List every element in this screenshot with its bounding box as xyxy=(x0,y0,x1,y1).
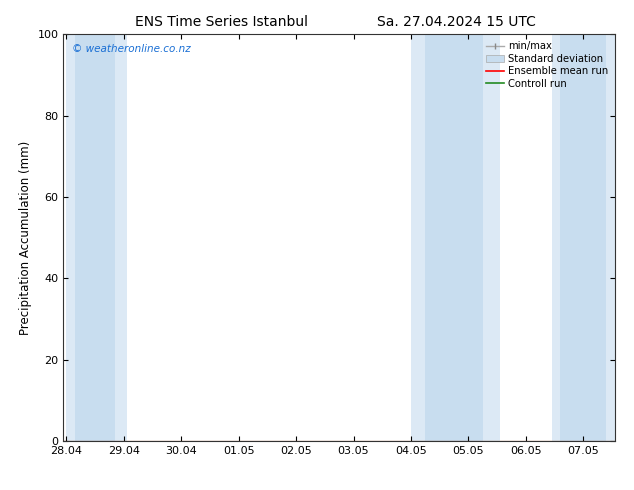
Y-axis label: Precipitation Accumulation (mm): Precipitation Accumulation (mm) xyxy=(19,141,32,335)
Bar xyxy=(425,34,483,441)
Text: Sa. 27.04.2024 15 UTC: Sa. 27.04.2024 15 UTC xyxy=(377,15,536,29)
Legend: min/max, Standard deviation, Ensemble mean run, Controll run: min/max, Standard deviation, Ensemble me… xyxy=(484,39,610,91)
Bar xyxy=(411,34,500,441)
Bar xyxy=(552,34,615,441)
Text: © weatheronline.co.nz: © weatheronline.co.nz xyxy=(72,45,190,54)
Bar xyxy=(67,34,127,441)
Text: ENS Time Series Istanbul: ENS Time Series Istanbul xyxy=(136,15,308,29)
Bar xyxy=(75,34,115,441)
Bar xyxy=(560,34,606,441)
